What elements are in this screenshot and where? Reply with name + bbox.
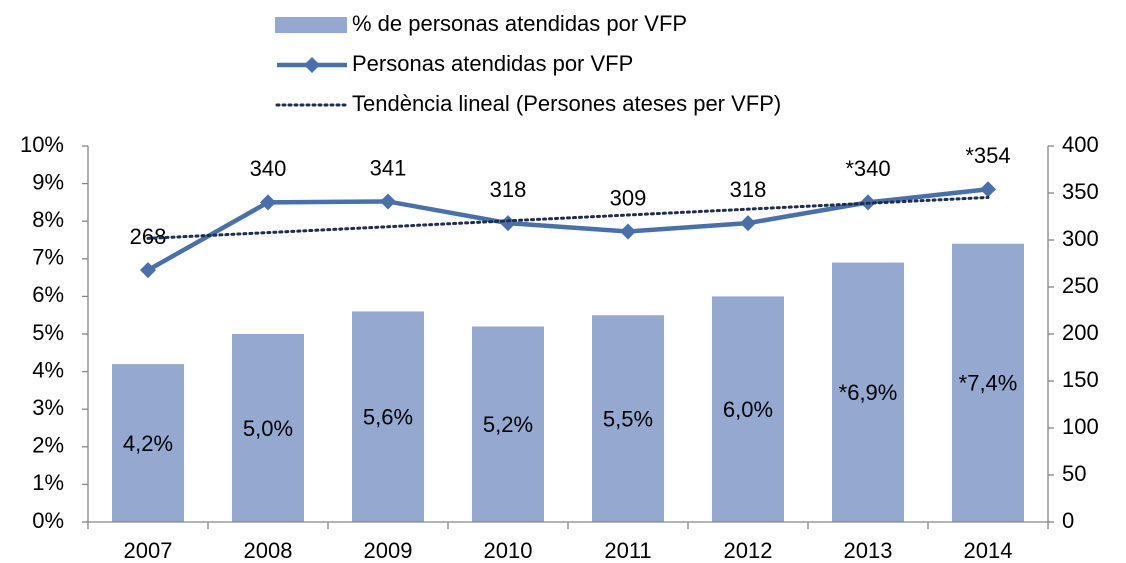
bar-value-label: 4,2%: [123, 431, 173, 456]
y-tick-label: 4%: [32, 357, 64, 382]
line-marker: [980, 181, 996, 198]
legend-swatch: [275, 17, 347, 33]
line-marker: [380, 193, 396, 210]
line-value-label: 340: [250, 156, 287, 181]
bar: [592, 315, 664, 522]
bar-value-label: 6,0%: [723, 397, 773, 422]
line-value-label: 341: [370, 155, 407, 180]
y-tick-label: 1%: [32, 470, 64, 495]
line-marker: [740, 215, 756, 232]
trend-line: [146, 195, 990, 240]
line-marker: [260, 194, 276, 211]
y-tick-label: 9%: [32, 169, 64, 194]
y-tick-label: 8%: [32, 207, 64, 232]
line-value-label: 318: [730, 177, 767, 202]
bar-value-label: 5,2%: [483, 412, 533, 437]
y2-tick-label: 150: [1062, 367, 1099, 392]
bar: [952, 243, 1024, 522]
y-tick-label: 2%: [32, 433, 64, 458]
y2-tick-label: 300: [1062, 226, 1099, 251]
bar-value-label: 5,6%: [363, 405, 413, 430]
y2-tick-label: 250: [1062, 273, 1099, 298]
bar: [832, 262, 904, 522]
bar: [712, 296, 784, 522]
x-tick-label: 2007: [124, 538, 173, 563]
x-tick-label: 2009: [364, 538, 413, 563]
line-marker: [500, 215, 516, 232]
bar-value-label: *6,9%: [839, 380, 898, 405]
legend-label: Personas atendidas por VFP: [352, 51, 633, 76]
line-marker: [620, 223, 636, 240]
bar-value-label: *7,4%: [959, 371, 1018, 396]
bar: [232, 334, 304, 522]
bar: [352, 311, 424, 522]
x-tick-label: 2014: [964, 538, 1013, 563]
y2-tick-label: 200: [1062, 320, 1099, 345]
line-marker: [140, 262, 156, 279]
y-tick-label: 7%: [32, 245, 64, 270]
legend-label: Tendència lineal (Persones ateses per VF…: [352, 91, 781, 116]
y-tick-label: 0%: [32, 508, 64, 533]
line-value-label: *354: [965, 143, 1010, 168]
line-value-label: 309: [610, 185, 647, 210]
x-tick-label: 2011: [604, 538, 651, 563]
y2-tick-label: 0: [1062, 508, 1074, 533]
y2-tick-label: 50: [1062, 461, 1086, 486]
x-tick-label: 2013: [844, 538, 893, 563]
y-tick-label: 5%: [32, 320, 64, 345]
x-tick-label: 2012: [724, 538, 773, 563]
x-tick-label: 2008: [244, 538, 293, 563]
legend-marker: [304, 57, 320, 73]
bar-value-label: 5,5%: [603, 406, 653, 431]
line: [146, 187, 989, 273]
y-tick-label: 10%: [20, 132, 64, 157]
bar: [112, 364, 184, 522]
bar-value-label: 5,0%: [243, 416, 293, 441]
y-tick-label: 3%: [32, 395, 64, 420]
line-value-label: 318: [490, 177, 527, 202]
y2-tick-label: 400: [1062, 132, 1099, 157]
x-tick-label: 2010: [484, 538, 533, 563]
bar: [472, 326, 544, 522]
line-value-label: *340: [845, 156, 890, 181]
legend-label: % de personas atendidas por VFP: [352, 11, 687, 36]
y2-tick-label: 350: [1062, 179, 1099, 204]
y2-tick-label: 100: [1062, 414, 1099, 439]
y-tick-label: 6%: [32, 282, 64, 307]
